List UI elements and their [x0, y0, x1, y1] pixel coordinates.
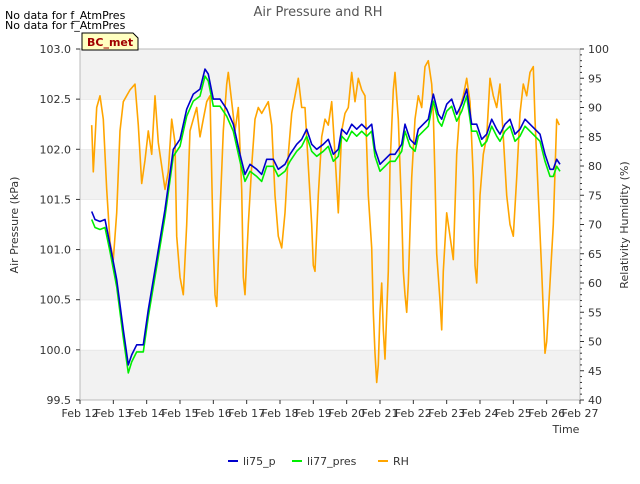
series-line-li75-p — [90, 68, 561, 366]
x-tick-label: Feb 27 — [562, 407, 599, 420]
y-left-axis-ticks: 99.5 100.0 100.5 101.0 101.5 102.0 102.5 103.0 — [40, 43, 80, 407]
y-left-tick-label: 103.0 — [40, 43, 72, 56]
y-left-axis-label: Air Pressure (kPa) — [8, 177, 21, 274]
y-left-tick-label: 101.0 — [40, 244, 72, 257]
chart-title: Air Pressure and RH — [253, 5, 382, 20]
series-line-rh — [90, 59, 561, 384]
y-right-tick-label: 90 — [588, 102, 602, 115]
y-right-tick-label: 45 — [588, 365, 602, 378]
grid-band — [80, 249, 580, 300]
x-tick-label: Feb 16 — [195, 407, 232, 420]
grid-band — [80, 49, 580, 100]
y-right-tick-label: 75 — [588, 189, 602, 202]
y-right-tick-label: 50 — [588, 336, 602, 349]
grid-band — [80, 299, 580, 350]
y-right-tick-label: 40 — [588, 394, 602, 407]
y-right-tick-label: 100 — [588, 43, 609, 56]
legend-label: RH — [393, 455, 409, 468]
grid-band — [80, 349, 580, 400]
x-tick-label: Feb 12 — [62, 407, 99, 420]
legend: li75_p li77_pres RH — [228, 455, 409, 468]
y-right-tick-label: 95 — [588, 72, 602, 85]
x-tick-label: Feb 24 — [462, 407, 499, 420]
x-tick-label: Feb 23 — [428, 407, 465, 420]
x-tick-label: Feb 13 — [95, 407, 132, 420]
y-right-tick-label: 70 — [588, 219, 602, 232]
y-right-tick-label: 80 — [588, 160, 602, 173]
x-tick-label: Feb 15 — [162, 407, 199, 420]
y-right-tick-label: 55 — [588, 306, 602, 319]
grid-band — [80, 199, 580, 250]
x-tick-label: Feb 22 — [395, 407, 432, 420]
x-axis-label: Time — [552, 423, 580, 436]
series-lines — [90, 59, 561, 384]
no-data-note-2: No data for f_AtmPres — [5, 19, 126, 32]
site-badge: BC_met — [81, 32, 139, 51]
site-badge-label: BC_met — [87, 36, 133, 49]
y-right-tick-label: 65 — [588, 248, 602, 261]
x-tick-label: Feb 20 — [328, 407, 365, 420]
y-left-tick-label: 102.5 — [40, 93, 72, 106]
x-tick-label: Feb 25 — [495, 407, 532, 420]
series-line-li77-pres — [90, 75, 561, 374]
x-tick-label: Feb 26 — [528, 407, 565, 420]
y-right-axis-ticks: 40 45 50 55 60 65 70 75 80 85 90 95 100 — [580, 43, 609, 407]
y-left-tick-label: 102.0 — [40, 143, 72, 156]
x-tick-label: Feb 17 — [228, 407, 265, 420]
y-right-tick-label: 85 — [588, 131, 602, 144]
y-left-tick-label: 99.5 — [47, 394, 72, 407]
y-left-tick-label: 100.5 — [40, 294, 72, 307]
x-tick-label: Feb 21 — [362, 407, 399, 420]
y-right-axis-label: Relativity Humidity (%) — [618, 161, 631, 288]
no-data-note-1: No data for f_AtmPres — [5, 9, 126, 22]
x-tick-label: Feb 14 — [128, 407, 165, 420]
site-badge-box — [81, 32, 139, 51]
legend-label: li77_pres — [307, 455, 357, 468]
x-tick-label: Feb 18 — [262, 407, 299, 420]
y-left-tick-label: 101.5 — [40, 193, 72, 206]
y-left-tick-label: 100.0 — [40, 344, 72, 357]
y-right-tick-label: 60 — [588, 277, 602, 290]
x-tick-label: Feb 19 — [295, 407, 332, 420]
legend-label: li75_p — [243, 455, 276, 468]
